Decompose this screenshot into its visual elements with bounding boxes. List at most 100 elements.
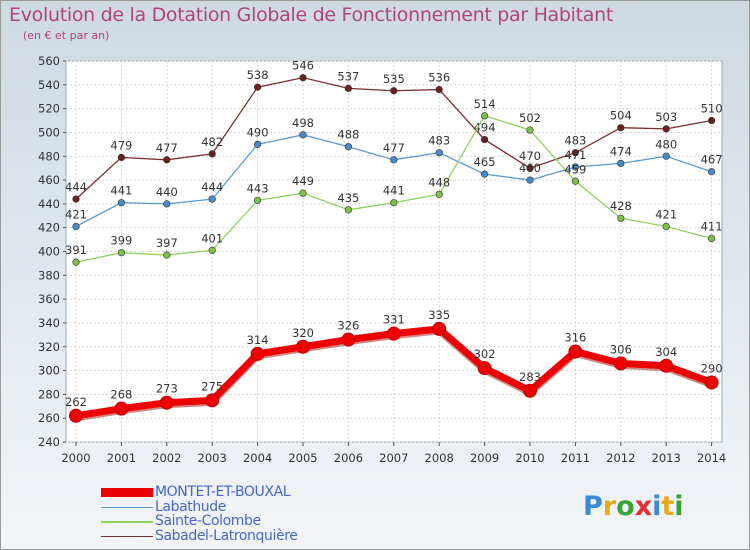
point-labathude-2010 [526, 176, 534, 184]
point-sabadel-latronquiere-2013 [662, 125, 670, 133]
legend-swatch-sabadel-latronquiere [101, 535, 153, 537]
point-sainte-colombe-2007 [390, 199, 398, 207]
data-label-labathude-2000: 421 [65, 207, 87, 221]
x-tick-label-2004: 2004 [243, 451, 272, 465]
legend-swatch-sainte-colombe [101, 521, 153, 523]
series-montet-et-bouxal: 262 268 273 275 314 320 326 331 335 302 283 316 306 3… [65, 308, 723, 423]
point-montet-et-bouxal-2010 [523, 383, 537, 398]
data-label-labathude-2003: 444 [201, 180, 223, 194]
data-label-sainte-colombe-2004: 443 [247, 181, 269, 195]
point-sabadel-latronquiere-2014 [707, 116, 716, 125]
y-tick-label-520: 520 [38, 102, 60, 116]
data-label-sainte-colombe-2003: 401 [201, 231, 223, 245]
x-tick-label-2007: 2007 [379, 451, 408, 465]
data-label-sainte-colombe-2013: 421 [655, 207, 677, 221]
data-label-labathude-2001: 441 [110, 184, 132, 198]
data-label-sainte-colombe-2005: 449 [292, 174, 314, 188]
data-label-sabadel-latronquiere-2005: 546 [292, 59, 314, 73]
point-labathude-2005 [299, 131, 307, 139]
data-label-montet-et-bouxal-2004: 314 [247, 333, 269, 347]
point-sainte-colombe-2013 [662, 222, 670, 231]
legend-label-sabadel-latronquiere: Sabadel-Latronquière [155, 527, 298, 544]
data-label-sainte-colombe-2000: 391 [65, 243, 87, 257]
data-label-sabadel-latronquiere-2009: 494 [474, 121, 496, 135]
data-label-sainte-colombe-2012: 428 [610, 199, 632, 213]
point-sainte-colombe-2012 [617, 214, 625, 222]
point-montet-et-bouxal-2003 [205, 393, 220, 408]
data-label-sabadel-latronquiere-2011: 483 [564, 134, 586, 148]
x-tick-label-2011: 2011 [561, 451, 590, 465]
data-label-sainte-colombe-2007: 441 [383, 184, 405, 198]
point-sabadel-latronquiere-2000 [72, 195, 80, 203]
point-sabadel-latronquiere-2010 [526, 164, 534, 172]
data-label-sainte-colombe-2001: 399 [110, 234, 132, 248]
logo-letter-6: i [674, 491, 684, 522]
point-sainte-colombe-2014 [707, 234, 716, 243]
y-tick-label-480: 480 [38, 149, 60, 163]
point-sainte-colombe-2010 [526, 126, 534, 134]
point-sainte-colombe-2011 [571, 177, 580, 185]
data-label-labathude-2013: 480 [655, 137, 677, 151]
point-sainte-colombe-2008 [435, 190, 443, 198]
data-label-sabadel-latronquiere-2013: 503 [655, 110, 677, 124]
point-sainte-colombe-2000 [72, 258, 80, 266]
data-label-sabadel-latronquiere-2012: 504 [610, 109, 632, 123]
x-tick-label-2013: 2013 [652, 451, 681, 465]
data-label-labathude-2008: 483 [428, 134, 450, 148]
y-tick-label-500: 500 [38, 125, 60, 139]
x-tick-label-2005: 2005 [288, 451, 317, 465]
point-montet-et-bouxal-2012 [613, 356, 628, 371]
point-labathude-2004 [254, 140, 262, 148]
point-sainte-colombe-2002 [163, 251, 171, 259]
point-montet-et-bouxal-2001 [114, 401, 129, 416]
proxiti-logo: Proxiti [583, 491, 684, 522]
point-sabadel-latronquiere-2009 [481, 135, 489, 144]
x-tick-label-2002: 2002 [152, 451, 181, 465]
data-label-sabadel-latronquiere-2006: 537 [337, 69, 359, 83]
x-tick-label-2001: 2001 [107, 451, 136, 465]
point-labathude-2007 [390, 156, 398, 164]
point-labathude-2003 [208, 195, 216, 203]
point-montet-et-bouxal-2008 [432, 321, 447, 336]
data-label-sainte-colombe-2006: 435 [337, 191, 359, 205]
point-montet-et-bouxal-2004 [250, 346, 265, 361]
data-label-montet-et-bouxal-2001: 268 [110, 388, 132, 402]
point-sabadel-latronquiere-2007 [390, 87, 398, 95]
y-tick-label-260: 260 [38, 411, 60, 425]
point-labathude-2006 [344, 143, 353, 151]
data-label-montet-et-bouxal-2011: 316 [564, 331, 586, 345]
data-label-montet-et-bouxal-2003: 275 [201, 379, 223, 393]
data-label-labathude-2007: 477 [383, 141, 405, 155]
y-tick-label-280: 280 [38, 387, 60, 401]
data-label-sabadel-latronquiere-2007: 535 [383, 72, 405, 86]
point-montet-et-bouxal-2006 [341, 332, 356, 347]
x-tick-label-2012: 2012 [606, 451, 635, 465]
x-tick-label-2000: 2000 [61, 451, 90, 465]
point-sabadel-latronquiere-2002 [163, 156, 171, 164]
data-label-labathude-2014: 467 [701, 153, 723, 167]
point-montet-et-bouxal-2011 [568, 344, 583, 359]
data-label-labathude-2010: 460 [519, 161, 541, 175]
data-label-montet-et-bouxal-2013: 304 [655, 345, 677, 359]
data-label-sabadel-latronquiere-2014: 510 [701, 102, 723, 116]
y-tick-label-340: 340 [38, 316, 60, 330]
data-label-labathude-2002: 440 [156, 185, 178, 199]
data-label-montet-et-bouxal-2007: 331 [383, 313, 405, 327]
point-sabadel-latronquiere-2008 [435, 85, 443, 94]
logo-letter-4: i [652, 491, 662, 522]
legend-label-labathude: Labathude [155, 498, 226, 515]
data-label-labathude-2005: 498 [292, 116, 314, 130]
y-tick-label-300: 300 [38, 364, 60, 378]
point-sainte-colombe-2001 [117, 249, 125, 257]
x-tick-label-2006: 2006 [334, 451, 363, 465]
point-sainte-colombe-2009 [481, 112, 489, 120]
data-label-labathude-2011: 471 [564, 148, 586, 162]
point-sainte-colombe-2004 [254, 196, 262, 204]
data-label-sainte-colombe-2002: 397 [156, 236, 178, 250]
point-montet-et-bouxal-2014 [704, 375, 719, 390]
point-labathude-2001 [117, 199, 125, 207]
data-label-labathude-2012: 474 [610, 144, 632, 158]
y-tick-label-440: 440 [38, 197, 60, 211]
